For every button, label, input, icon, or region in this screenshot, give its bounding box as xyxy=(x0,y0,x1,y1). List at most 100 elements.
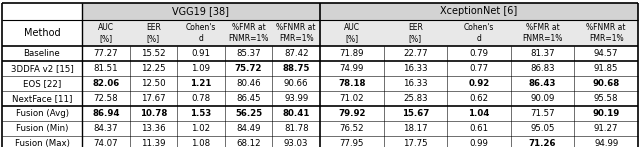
Text: EER
[%]: EER [%] xyxy=(146,23,161,43)
Text: 74.07: 74.07 xyxy=(93,139,118,147)
Text: 81.37: 81.37 xyxy=(531,49,555,58)
Bar xyxy=(447,106,511,121)
Bar xyxy=(177,91,225,106)
Bar xyxy=(447,136,511,147)
Bar xyxy=(129,76,177,91)
Text: 90.68: 90.68 xyxy=(593,79,620,88)
Bar xyxy=(273,136,320,147)
Bar xyxy=(383,46,447,61)
Bar xyxy=(177,76,225,91)
Bar xyxy=(177,136,225,147)
Bar xyxy=(2,136,82,147)
Bar xyxy=(177,121,225,136)
Bar xyxy=(225,121,273,136)
Bar xyxy=(2,91,82,106)
Bar xyxy=(2,121,82,136)
Bar xyxy=(320,3,638,20)
Bar xyxy=(273,91,320,106)
Bar xyxy=(575,91,638,106)
Text: 87.42: 87.42 xyxy=(284,49,308,58)
Text: 15.67: 15.67 xyxy=(402,109,429,118)
Text: 86.45: 86.45 xyxy=(236,94,261,103)
Bar xyxy=(383,91,447,106)
Bar xyxy=(82,91,129,106)
Text: 15.52: 15.52 xyxy=(141,49,166,58)
Text: 71.02: 71.02 xyxy=(339,94,364,103)
Bar xyxy=(129,91,177,106)
Text: 0.99: 0.99 xyxy=(470,139,488,147)
Text: 0.62: 0.62 xyxy=(469,94,488,103)
Bar xyxy=(575,106,638,121)
Text: 84.49: 84.49 xyxy=(236,124,261,133)
Text: AUC
[%]: AUC [%] xyxy=(344,23,360,43)
Bar xyxy=(225,61,273,76)
Text: Method: Method xyxy=(24,28,60,38)
Bar xyxy=(129,46,177,61)
Text: Fusion (Avg): Fusion (Avg) xyxy=(15,109,68,118)
Text: %FMR at
FNMR=1%: %FMR at FNMR=1% xyxy=(522,23,563,43)
Bar xyxy=(225,76,273,91)
Text: 95.05: 95.05 xyxy=(531,124,555,133)
Text: 91.85: 91.85 xyxy=(594,64,618,73)
Bar xyxy=(129,121,177,136)
Bar xyxy=(225,106,273,121)
Bar xyxy=(447,121,511,136)
Bar xyxy=(2,3,82,20)
Bar xyxy=(383,136,447,147)
Bar xyxy=(82,106,129,121)
Bar xyxy=(320,46,383,61)
Text: 88.75: 88.75 xyxy=(282,64,310,73)
Text: EER
[%]: EER [%] xyxy=(408,23,423,43)
Bar xyxy=(273,20,320,46)
Text: 0.61: 0.61 xyxy=(469,124,488,133)
Text: XceptionNet [6]: XceptionNet [6] xyxy=(440,6,518,16)
Text: 11.39: 11.39 xyxy=(141,139,166,147)
Bar xyxy=(225,46,273,61)
Bar xyxy=(129,61,177,76)
Text: 84.37: 84.37 xyxy=(93,124,118,133)
Text: 74.99: 74.99 xyxy=(340,64,364,73)
Text: 90.19: 90.19 xyxy=(593,109,620,118)
Bar xyxy=(2,76,82,91)
Text: 0.92: 0.92 xyxy=(468,79,490,88)
Text: 80.46: 80.46 xyxy=(236,79,261,88)
Text: 90.66: 90.66 xyxy=(284,79,308,88)
Bar xyxy=(575,20,638,46)
Bar xyxy=(511,76,575,91)
Bar xyxy=(2,46,82,61)
Text: 71.57: 71.57 xyxy=(531,109,555,118)
Text: 95.58: 95.58 xyxy=(594,94,618,103)
Bar xyxy=(177,20,225,46)
Bar xyxy=(225,136,273,147)
Text: 91.27: 91.27 xyxy=(594,124,618,133)
Text: 82.06: 82.06 xyxy=(92,79,120,88)
Text: 68.12: 68.12 xyxy=(236,139,261,147)
Bar xyxy=(82,46,129,61)
Bar xyxy=(129,20,177,46)
Text: 1.08: 1.08 xyxy=(191,139,211,147)
Bar xyxy=(177,61,225,76)
Bar xyxy=(273,61,320,76)
Bar xyxy=(511,136,575,147)
Text: 1.21: 1.21 xyxy=(190,79,212,88)
Text: 75.72: 75.72 xyxy=(235,64,262,73)
Bar xyxy=(273,46,320,61)
Bar xyxy=(320,20,383,46)
Bar xyxy=(82,20,129,46)
Bar xyxy=(273,106,320,121)
Text: %FMR at
FNMR=1%: %FMR at FNMR=1% xyxy=(228,23,269,43)
Text: 17.75: 17.75 xyxy=(403,139,428,147)
Bar xyxy=(383,76,447,91)
Text: %FNMR at
FMR=1%: %FNMR at FMR=1% xyxy=(586,23,626,43)
Text: NextFace [11]: NextFace [11] xyxy=(12,94,72,103)
Text: 71.26: 71.26 xyxy=(529,139,556,147)
Bar xyxy=(511,106,575,121)
Text: Cohen's
d: Cohen's d xyxy=(186,23,216,43)
Bar xyxy=(82,121,129,136)
Bar xyxy=(575,76,638,91)
Bar xyxy=(447,76,511,91)
Bar xyxy=(575,136,638,147)
Bar xyxy=(383,121,447,136)
Bar xyxy=(447,61,511,76)
Text: 85.37: 85.37 xyxy=(236,49,261,58)
